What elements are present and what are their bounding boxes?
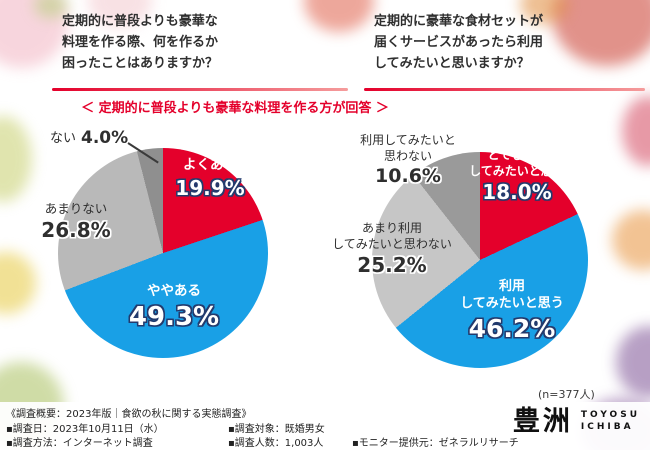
toyosu-ichiba-logo: 豊洲 TOYOSU ICHIBA	[513, 408, 640, 435]
sample-size-note: (n=377人)	[538, 388, 595, 401]
decor-flower-right	[622, 96, 650, 166]
slice-value: 49.3%	[128, 301, 220, 332]
survey-method: ▪調査方法：インターネット調査	[6, 438, 153, 449]
slice-value: 25.2%	[357, 253, 427, 278]
slice-label-group-nai: ない 4.0%	[50, 129, 128, 148]
slice-label: あまり利用 してみたいと思わない	[332, 221, 452, 251]
slice-value: 18.0%	[482, 180, 552, 205]
slice-label: 利用してみたいと 思わない	[360, 133, 456, 163]
decor-flower-top-center	[304, 0, 374, 32]
heading-underline-right	[364, 88, 645, 91]
slice-label-group-amarinai: あまりない 26.8%	[28, 201, 124, 241]
slice-value: 26.8%	[41, 218, 111, 243]
decor-leaf-top-left	[34, 0, 68, 18]
slice-label: よくある	[183, 157, 237, 173]
slice-label: とても利用 してみたいと思う	[469, 148, 565, 178]
slice-value: 46.2%	[468, 313, 556, 343]
decor-fruit-left	[0, 252, 36, 314]
decor-persimmon-right	[612, 210, 650, 270]
slice-value: 4.0%	[81, 128, 129, 148]
pie-chart-cooking-trouble	[58, 148, 268, 358]
question-left: 定期的に普段よりも豪華な 料理を作る際、何を作るか 困ったことはありますか？	[62, 14, 219, 71]
footer-background	[0, 402, 650, 450]
survey-overview: 《調査概要：2023年版｜食欲の秋に関する実態調査》	[6, 409, 252, 420]
survey-date: ▪調査日：2023年10月11日（水）	[6, 424, 164, 435]
survey-target: ▪調査対象：既婚男女	[228, 424, 325, 435]
slice-label-group-very-use: とても利用 してみたいと思う 18.0%	[458, 148, 576, 203]
survey-count: ▪調査人数：1,003人	[228, 438, 324, 449]
slice-label-group-yayaaru: ややある 49.3%	[118, 283, 230, 331]
slice-label: ややある	[147, 283, 201, 299]
question-right: 定期的に豪華な食材セットが 届くサービスがあったら利用 してみたいと思いますか？	[374, 14, 544, 71]
slice-label: 利用 してみたいと思う	[460, 279, 564, 311]
decor-grapes-right	[616, 326, 650, 398]
logo-en-line1: TOYOSU	[580, 410, 640, 420]
slice-label-group-want-use: 利用 してみたいと思う 46.2%	[452, 279, 572, 342]
respondent-note: ＜ 定期的に普段よりも豪華な料理を作る方が回答 ＞	[81, 101, 389, 116]
slice-value: 19.9%	[175, 175, 245, 200]
logo-en-line2: ICHIBA	[580, 422, 634, 432]
pie-chart-service-interest	[372, 152, 588, 368]
heading-underline-left	[52, 88, 348, 91]
slice-value: 10.6%	[375, 165, 441, 188]
logo-english: TOYOSU ICHIBA	[581, 411, 640, 432]
decor-pear-left	[0, 116, 32, 202]
slice-label: あまりない	[44, 201, 108, 216]
slice-label-group-rather-not-use: あまり利用 してみたいと思わない 25.2%	[326, 221, 458, 276]
survey-provider: ▪モニター提供元：ゼネラルリサーチ	[352, 438, 519, 449]
logo-kanji: 豊洲	[512, 406, 573, 437]
slice-label-group-not-use: 利用してみたいと 思わない 10.6%	[346, 133, 470, 187]
slice-label-group-yokuaru: よくある 19.9%	[166, 157, 254, 199]
slice-label: ない	[50, 130, 77, 146]
